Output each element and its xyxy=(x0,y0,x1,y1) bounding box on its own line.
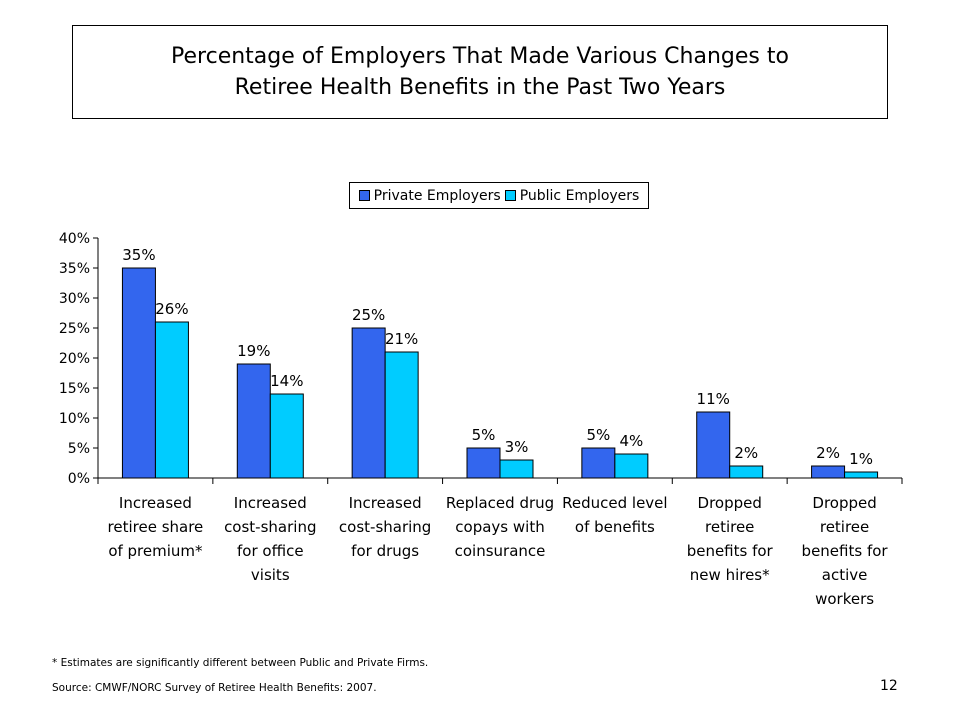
bar-public xyxy=(499,459,534,479)
x-category-label: active xyxy=(822,566,868,584)
data-label-public: 3% xyxy=(505,438,529,456)
bar-public xyxy=(614,453,649,479)
bar-public xyxy=(384,351,419,479)
legend-item-public: Public Employers xyxy=(504,187,640,204)
x-category-label: Dropped xyxy=(698,494,762,512)
data-label-public: 14% xyxy=(270,372,303,390)
data-label-public: 2% xyxy=(734,444,758,462)
x-category-label: Reduced level xyxy=(562,494,667,512)
bar-private xyxy=(121,267,156,479)
y-tick-label: 20% xyxy=(59,351,90,367)
y-tick-label: 10% xyxy=(59,411,90,427)
x-category-label: cost-sharing xyxy=(224,518,316,536)
x-category-label: for drugs xyxy=(351,542,419,560)
data-label-private: 35% xyxy=(122,246,155,264)
x-category-label: benefits for xyxy=(687,542,774,560)
y-tick-label: 5% xyxy=(68,441,90,457)
data-label-private: 25% xyxy=(352,306,385,324)
x-category-label: cost-sharing xyxy=(339,518,431,536)
data-label-private: 5% xyxy=(586,426,610,444)
bar-private xyxy=(581,447,616,479)
data-label-private: 2% xyxy=(816,444,840,462)
legend-label-public: Public Employers xyxy=(519,187,640,204)
x-category-label: Increased xyxy=(234,494,307,512)
legend-swatch-private xyxy=(358,190,370,201)
bar-private xyxy=(236,363,271,479)
y-tick-label: 40% xyxy=(59,231,90,247)
page-number: 12 xyxy=(880,678,898,694)
bar-private xyxy=(696,411,731,479)
data-label-private: 19% xyxy=(237,342,270,360)
y-tick-label: 15% xyxy=(59,381,90,397)
x-category-label: Increased xyxy=(349,494,422,512)
chart-title-box: Percentage of Employers That Made Variou… xyxy=(72,25,888,119)
x-category-label: of benefits xyxy=(575,518,655,536)
y-tick-label: 25% xyxy=(59,321,90,337)
x-category-label: retiree xyxy=(705,518,754,536)
footnote: * Estimates are significantly different … xyxy=(52,657,429,669)
x-category-label: for office xyxy=(237,542,304,560)
x-category-label: coinsurance xyxy=(455,542,546,560)
bar-public xyxy=(269,393,304,479)
source-note: Source: CMWF/NORC Survey of Retiree Heal… xyxy=(52,682,377,694)
x-category-label: retiree xyxy=(820,518,869,536)
x-category-label: Replaced drug xyxy=(446,494,554,512)
x-category-label: benefits for xyxy=(802,542,889,560)
data-label-private: 11% xyxy=(697,390,730,408)
y-tick-label: 0% xyxy=(68,471,90,487)
x-category-label: new hires* xyxy=(690,566,770,584)
legend-item-private: Private Employers xyxy=(358,187,501,204)
data-label-public: 26% xyxy=(155,300,188,318)
bar-public xyxy=(729,465,764,479)
x-category-label: copays with xyxy=(455,518,544,536)
data-label-public: 1% xyxy=(849,450,873,468)
x-category-label: Increased xyxy=(119,494,192,512)
data-label-public: 21% xyxy=(385,330,418,348)
bar-private xyxy=(466,447,501,479)
data-label-public: 4% xyxy=(619,432,643,450)
chart-title-line-2: Retiree Health Benefits in the Past Two … xyxy=(234,75,726,100)
y-tick-label: 35% xyxy=(59,261,90,277)
bar-private xyxy=(351,327,386,479)
chart-legend: Private Employers Public Employers xyxy=(349,182,649,209)
bar-public xyxy=(844,471,879,479)
y-tick-label: 30% xyxy=(59,291,90,307)
bar-public xyxy=(154,321,189,479)
x-category-label: visits xyxy=(251,566,290,584)
x-category-label: workers xyxy=(815,590,874,608)
chart-title-line-1: Percentage of Employers That Made Variou… xyxy=(171,44,789,69)
data-label-private: 5% xyxy=(472,426,496,444)
legend-swatch-public xyxy=(504,190,516,201)
x-category-label: of premium* xyxy=(108,542,203,560)
x-category-label: retiree share xyxy=(108,518,204,536)
x-category-label: Dropped xyxy=(812,494,876,512)
legend-label-private: Private Employers xyxy=(373,187,501,204)
bar-private xyxy=(811,465,846,479)
